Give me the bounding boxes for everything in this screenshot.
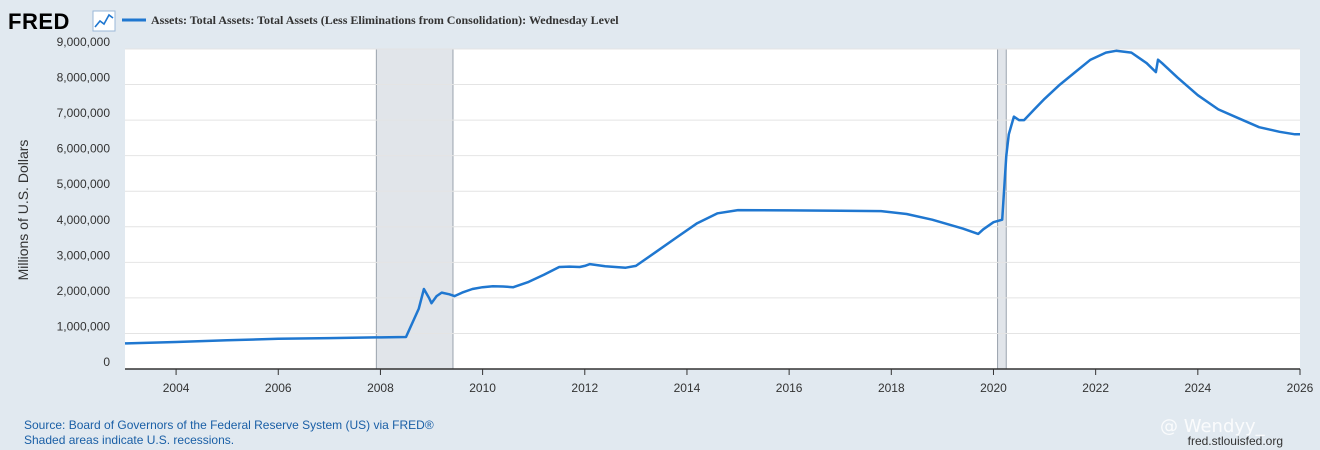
fred-logo[interactable]: FRED xyxy=(8,9,116,34)
y-tick-label: 5,000,000 xyxy=(57,177,111,191)
x-tick-label: 2022 xyxy=(1082,381,1109,395)
gridlines xyxy=(125,48,1300,370)
y-axis-ticks: 0 1,000,000 2,000,000 3,000,000 4,000,000 5,0… xyxy=(57,35,111,369)
y-tick-label: 6,000,000 xyxy=(57,142,111,156)
x-tick-label: 2004 xyxy=(163,381,190,395)
x-tick-label: 2008 xyxy=(367,381,394,395)
fred-url[interactable]: fred.stlouisfed.org xyxy=(1188,434,1283,448)
y-tick-label: 0 xyxy=(103,355,110,369)
x-tick-label: 2012 xyxy=(571,381,598,395)
y-tick-label: 2,000,000 xyxy=(57,284,111,298)
y-tick-label: 9,000,000 xyxy=(57,35,111,49)
x-tick-label: 2020 xyxy=(980,381,1007,395)
x-tick-label: 2016 xyxy=(776,381,803,395)
y-tick-label: 3,000,000 xyxy=(57,248,111,262)
y-tick-label: 1,000,000 xyxy=(57,319,111,333)
series-line xyxy=(124,49,1300,345)
source-note[interactable]: Source: Board of Governors of the Federa… xyxy=(24,418,434,432)
x-tick-label: 2006 xyxy=(265,381,292,395)
x-tick-label: 2010 xyxy=(469,381,496,395)
legend-label: Assets: Total Assets: Total Assets (Less… xyxy=(151,13,619,27)
x-tick-label: 2026 xyxy=(1287,381,1314,395)
legend: Assets: Total Assets: Total Assets (Less… xyxy=(122,13,619,27)
fred-logo-text: FRED xyxy=(8,9,70,34)
plot-area xyxy=(125,49,1300,369)
y-tick-label: 4,000,000 xyxy=(57,213,111,227)
y-tick-label: 7,000,000 xyxy=(57,106,111,120)
recession-band xyxy=(376,49,453,369)
recession-note: Shaded areas indicate U.S. recessions. xyxy=(24,433,234,447)
x-tick-label: 2018 xyxy=(878,381,905,395)
y-axis-label: Millions of U.S. Dollars xyxy=(15,140,31,281)
series-lines xyxy=(124,49,1300,345)
line-graph-icon xyxy=(92,10,116,32)
x-tick-label: 2024 xyxy=(1184,381,1211,395)
watermark: @ Wendyy_ xyxy=(1160,416,1266,437)
y-tick-label: 8,000,000 xyxy=(57,71,111,85)
x-tick-label: 2014 xyxy=(674,381,701,395)
x-axis-ticks: 2004 2006 2008 2010 2012 2014 2016 2018 2020 2022… xyxy=(125,368,1314,395)
